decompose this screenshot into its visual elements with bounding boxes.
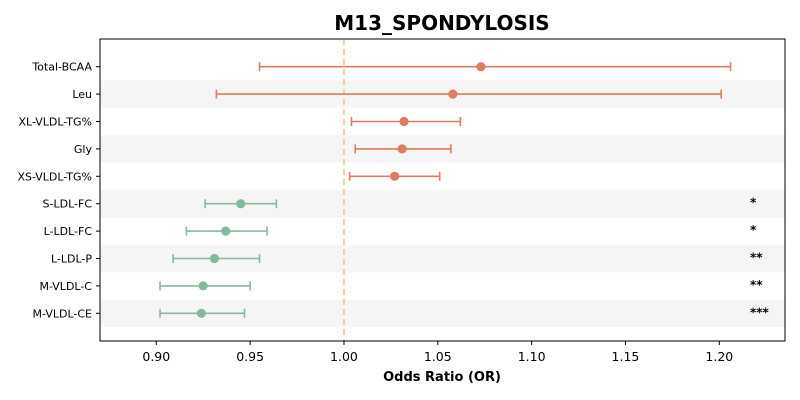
y-tick-label: L-LDL-P: [51, 253, 92, 266]
odds-ratio-point: [397, 144, 407, 154]
odds-ratio-point: [209, 253, 220, 264]
significance-mark: ***: [750, 305, 770, 319]
x-tick-label: 1.00: [330, 349, 358, 364]
x-tick-label: 1.10: [518, 349, 546, 364]
y-tick-label: L-LDL-FC: [44, 225, 93, 238]
x-axis-label: Odds Ratio (OR): [383, 370, 501, 385]
y-tick-label: M-VLDL-CE: [33, 307, 93, 320]
significance-marks: *********: [750, 196, 770, 320]
y-tick-label: Gly: [74, 143, 93, 156]
odds-ratio-point: [399, 116, 409, 127]
odds-ratio-point: [448, 89, 458, 99]
x-axis: 0.90 0.95 1.00 1.05 1.10 1.15 1.20: [142, 341, 733, 364]
x-tick-label: 0.95: [236, 349, 264, 364]
x-tick-label: 1.15: [612, 349, 640, 364]
significance-mark: **: [750, 251, 763, 265]
y-tick-label: Total-BCAA: [31, 61, 92, 74]
y-tick-label: XS-VLDL-TG%: [17, 170, 92, 183]
odds-ratio-point: [236, 199, 246, 209]
chart-title: M13_SPONDYLOSIS: [334, 11, 549, 35]
odds-ratio-point: [221, 226, 231, 236]
y-axis: Total-BCAA Leu XL-VLDL-TG% Gly XS-VLDL-TG% S-…: [17, 61, 100, 320]
plot-frame: [99, 38, 786, 342]
x-tick-label: 1.20: [705, 349, 733, 364]
odds-ratio-point: [390, 171, 400, 181]
significance-mark: *: [750, 223, 757, 237]
row-band: [100, 190, 785, 218]
significance-mark: **: [750, 278, 763, 292]
error-bars: [159, 62, 732, 318]
y-tick-label: S-LDL-FC: [43, 198, 93, 211]
y-tick-label: M-VLDL-C: [39, 280, 92, 293]
y-tick-label: Leu: [72, 88, 92, 101]
significance-mark: *: [750, 196, 757, 210]
x-tick-label: 1.05: [424, 349, 452, 364]
x-tick-label: 0.90: [142, 349, 170, 364]
odds-ratio-point: [196, 308, 206, 318]
point-estimates: [196, 62, 486, 318]
odds-ratio-point: [476, 62, 486, 72]
y-tick-label: XL-VLDL-TG%: [18, 116, 92, 129]
odds-ratio-point: [198, 281, 208, 291]
